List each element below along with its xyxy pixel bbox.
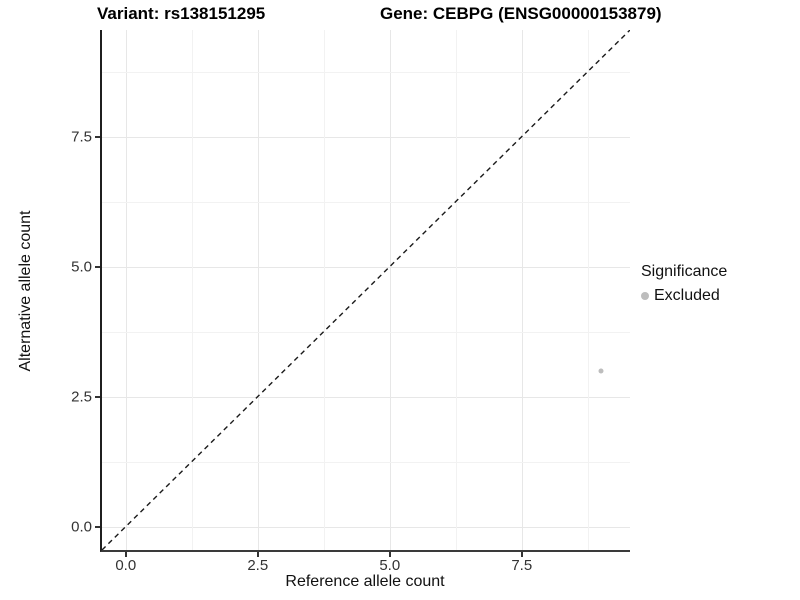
x-axis-tick-labels: 0.0 2.5 5.0 7.5 bbox=[102, 557, 630, 574]
y-tick-mark bbox=[95, 265, 100, 268]
x-tick-mark bbox=[256, 552, 259, 557]
plot-title-variant: Variant: rs138151295 bbox=[97, 4, 266, 23]
plot-title-gene: Gene: CEBPG (ENSG00000153879) bbox=[380, 4, 662, 23]
gridline-x-minor bbox=[323, 30, 325, 550]
gridline-x-major bbox=[125, 30, 127, 550]
y-tick-label: 0.0 bbox=[71, 518, 92, 536]
y-tick-mark bbox=[95, 395, 100, 398]
x-tick-label: 5.0 bbox=[379, 557, 401, 574]
gridline-y-minor bbox=[102, 71, 630, 73]
x-tick-mark bbox=[124, 552, 127, 557]
gridline-y-major bbox=[102, 396, 630, 398]
gridline-x-minor bbox=[587, 30, 589, 550]
gridline-y-minor bbox=[102, 201, 630, 203]
gridline-y-major bbox=[102, 526, 630, 528]
y-tick-mark bbox=[95, 135, 100, 138]
identity-dashed-line bbox=[102, 30, 630, 550]
y-tick-label: 7.5 bbox=[71, 128, 92, 146]
gridline-y-major bbox=[102, 136, 630, 138]
legend-title: Significance bbox=[641, 263, 728, 280]
gridline-x-minor bbox=[191, 30, 193, 550]
y-axis-tick-labels: 0.0 2.5 5.0 7.5 bbox=[56, 30, 92, 550]
gridline-y-minor bbox=[102, 331, 630, 333]
y-tick-label: 2.5 bbox=[71, 388, 92, 406]
y-tick-label: 5.0 bbox=[71, 258, 92, 276]
plot-panel bbox=[95, 30, 630, 557]
legend-item-label: Excluded bbox=[654, 287, 720, 304]
legend-item-excluded: Excluded bbox=[641, 287, 727, 305]
gridline-x-minor bbox=[455, 30, 457, 550]
gridline-x-major bbox=[389, 30, 391, 550]
x-tick-label: 0.0 bbox=[115, 557, 137, 574]
x-tick-mark bbox=[388, 552, 391, 557]
x-tick-label: 2.5 bbox=[247, 557, 269, 574]
x-tick-label: 7.5 bbox=[511, 557, 533, 574]
y-axis-title: Alternative allele count bbox=[17, 210, 34, 372]
x-axis-title: Reference allele count bbox=[285, 573, 445, 590]
legend-key-dot bbox=[641, 292, 649, 300]
legend: Significance Excluded bbox=[641, 263, 727, 305]
y-tick-mark bbox=[95, 525, 100, 528]
gridline-y-minor bbox=[102, 461, 630, 463]
x-tick-mark bbox=[520, 552, 523, 557]
gridline-y-major bbox=[102, 266, 630, 268]
gridline-x-major bbox=[521, 30, 523, 550]
gridline-x-major bbox=[257, 30, 259, 550]
data-point bbox=[598, 368, 604, 374]
